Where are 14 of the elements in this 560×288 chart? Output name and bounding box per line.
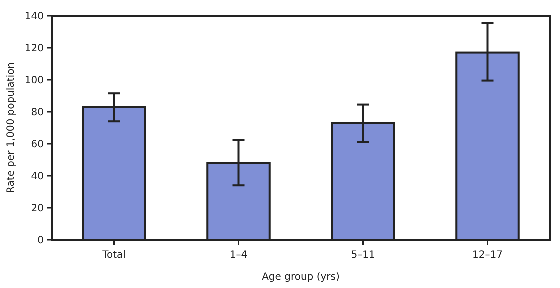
y-tick-label: 20 <box>31 204 44 214</box>
y-tick-label: 60 <box>31 140 44 150</box>
x-tick-label: 1–4 <box>230 250 248 261</box>
y-tick-label: 80 <box>31 108 44 118</box>
y-tick-label: 40 <box>31 172 44 182</box>
y-tick-label: 100 <box>24 76 44 86</box>
x-tick-label: 12–17 <box>472 250 503 261</box>
y-axis-title: Rate per 1,000 population <box>6 62 17 194</box>
y-tick-label: 120 <box>24 44 44 54</box>
y-tick-label: 0 <box>38 236 44 246</box>
x-tick-label: 5–11 <box>351 250 376 261</box>
x-axis-title: Age group (yrs) <box>262 272 340 283</box>
y-tick-label: 140 <box>24 12 44 22</box>
x-tick-label: Total <box>102 250 126 261</box>
